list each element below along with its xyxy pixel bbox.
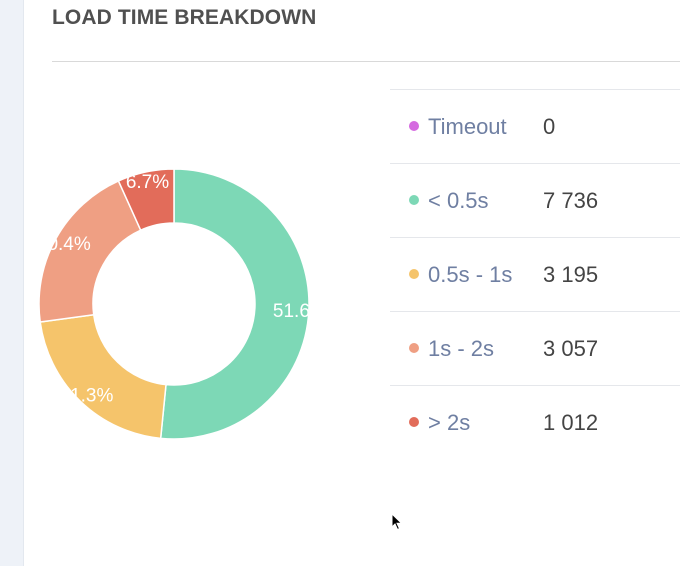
legend-label: 0.5s - 1s bbox=[428, 262, 513, 287]
legend-label: < 0.5s bbox=[428, 188, 489, 213]
legend-label-cell: < 0.5s bbox=[390, 163, 543, 238]
legend-value: 1 012 bbox=[543, 385, 680, 459]
mouse-cursor-icon bbox=[391, 513, 403, 531]
donut-chart-svg: 51.6% 21.3% 20.4% 6.7% bbox=[37, 168, 327, 440]
legend-dot-icon bbox=[409, 269, 419, 279]
donut-chart: 51.6% 21.3% 20.4% 6.7% bbox=[32, 162, 327, 446]
legend-label-cell: 0.5s - 1s bbox=[390, 237, 543, 312]
panel-title: LOAD TIME BREAKDOWN bbox=[52, 6, 317, 29]
legend-value: 7 736 bbox=[543, 163, 680, 238]
legend-value: 3 057 bbox=[543, 311, 680, 386]
slice-label-over-2s: 6.7% bbox=[126, 172, 169, 193]
slice-label-1s-2s: 20.4% bbox=[37, 234, 91, 255]
donut-slice-over-2s[interactable] bbox=[117, 168, 175, 232]
title-divider bbox=[52, 61, 680, 62]
legend-value: 3 195 bbox=[543, 237, 680, 312]
legend-dot-icon bbox=[409, 343, 419, 353]
left-rail bbox=[0, 0, 24, 566]
legend-row-timeout[interactable]: Timeout 0 bbox=[390, 89, 680, 164]
legend-table: Timeout 0 < 0.5s 7 736 0.5s - 1s 3 195 1… bbox=[390, 89, 680, 459]
legend-row-under-0-5s[interactable]: < 0.5s 7 736 bbox=[390, 163, 680, 238]
legend-dot-icon bbox=[409, 417, 419, 427]
legend-label-cell: Timeout bbox=[390, 89, 543, 164]
legend-dot-icon bbox=[409, 121, 419, 131]
legend-dot-icon bbox=[409, 195, 419, 205]
donut-slice-0-5s-1s[interactable] bbox=[39, 313, 167, 440]
legend-label: 1s - 2s bbox=[428, 336, 495, 361]
legend-label-cell: 1s - 2s bbox=[390, 311, 543, 386]
legend-row-1s-2s[interactable]: 1s - 2s 3 057 bbox=[390, 311, 680, 386]
legend-label: > 2s bbox=[428, 410, 471, 435]
legend-value: 0 bbox=[543, 89, 680, 164]
donut-slice-under-0-5s[interactable] bbox=[159, 168, 310, 440]
legend-label: Timeout bbox=[428, 114, 507, 139]
slice-label-0-5s-1s: 21.3% bbox=[60, 386, 114, 407]
legend-label-cell: > 2s bbox=[390, 385, 543, 459]
legend-row-0-5s-1s[interactable]: 0.5s - 1s 3 195 bbox=[390, 237, 680, 312]
slice-label-under-0-5s: 51.6% bbox=[273, 301, 327, 322]
legend-row-over-2s[interactable]: > 2s 1 012 bbox=[390, 385, 680, 459]
